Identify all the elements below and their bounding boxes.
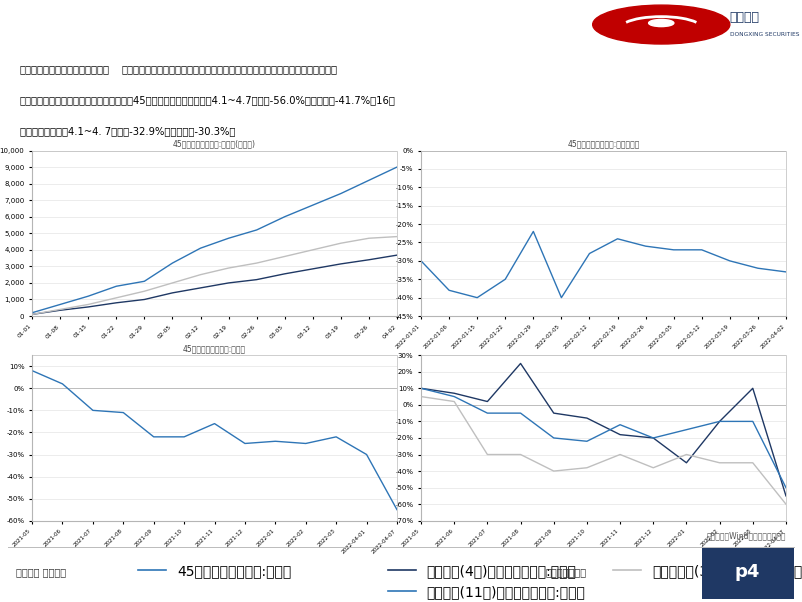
Text: DONGXING SECURITIES: DONGXING SECURITIES bbox=[730, 33, 800, 37]
Text: 数据来源：Wind、东兴证券研究所: 数据来源：Wind、东兴证券研究所 bbox=[707, 532, 786, 540]
Text: 1.1 行业现状：商品房销售下滑、疫情之下雪上加霜: 1.1 行业现状：商品房销售下滑、疫情之下雪上加霜 bbox=[11, 20, 247, 35]
Legend: 2020年, 2021年, 2022年: 2020年, 2021年, 2022年 bbox=[62, 353, 367, 379]
Text: 东兴证券: 东兴证券 bbox=[730, 11, 759, 25]
Title: 45城商品房成交面积:日累计(万平米): 45城商品房成交面积:日累计(万平米) bbox=[173, 139, 256, 148]
Legend: 一线城市(4城)商品房成交面积:月同比, 二线城市(11城)商品房成交面积:月同比, 三四线城市(30城)商品房成交面积:月同比: 一线城市(4城)商品房成交面积:月同比, 二线城市(11城)商品房成交面积:月同… bbox=[383, 559, 802, 602]
Text: 疫情影响之下，销售进一步下滑。: 疫情影响之下，销售进一步下滑。 bbox=[20, 64, 110, 74]
Legend: 45城商品房成交面积:月同比: 45城商品房成交面积:月同比 bbox=[132, 558, 297, 583]
Circle shape bbox=[649, 19, 674, 26]
Text: 自去年下半年以来，伴随着恒大流动性风险的暴露，居民对于市场的观望情绪进一: 自去年下半年以来，伴随着恒大流动性风险的暴露，居民对于市场的观望情绪进一 bbox=[121, 64, 338, 74]
Title: 45城商品房成交面积:月同比: 45城商品房成交面积:月同比 bbox=[183, 344, 246, 353]
Title: 45城商品房成交面积:日累计同比: 45城商品房成交面积:日累计同比 bbox=[567, 139, 640, 148]
Text: 步加强，行业销售持续下滑。从数据来看，45城商品房累计销售面积（4.1~4.7）同比-56.0%，上月同比-41.7%；16城: 步加强，行业销售持续下滑。从数据来看，45城商品房累计销售面积（4.1~4.7）… bbox=[20, 95, 395, 105]
Circle shape bbox=[593, 5, 730, 44]
Text: p4: p4 bbox=[735, 563, 760, 581]
Bar bbox=[702, 548, 794, 599]
Legend: 45城商品房成交面积:日累计同比: 45城商品房成交面积:日累计同比 bbox=[513, 353, 694, 379]
Text: 二手房成交面积（4.1~4. 7）同比-32.9%，上月同比-30.3%。: 二手房成交面积（4.1~4. 7）同比-32.9%，上月同比-30.3%。 bbox=[20, 126, 235, 135]
Text: 房地产行业研究: 房地产行业研究 bbox=[545, 567, 586, 577]
Text: 东方财智 兴盛之源: 东方财智 兴盛之源 bbox=[16, 567, 66, 577]
